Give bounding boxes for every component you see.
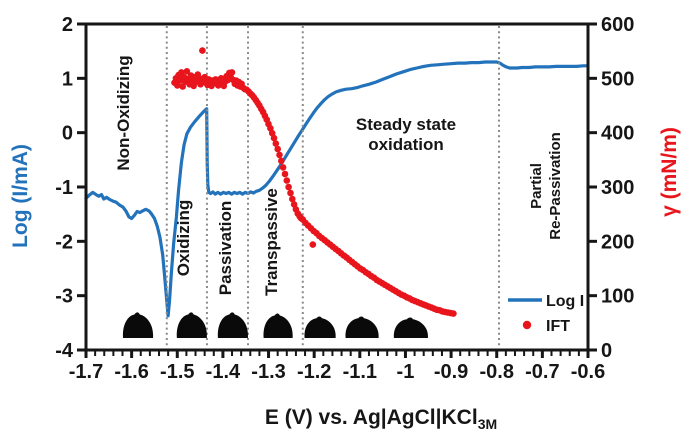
droplet-1 <box>122 312 154 338</box>
ift-dot <box>287 189 294 197</box>
region-label-steady-state: Steady state oxidation <box>356 115 456 154</box>
ift-dot <box>276 151 283 159</box>
x-tick-label: -1.2 <box>297 361 331 383</box>
x-tick-label: -1.3 <box>251 361 285 383</box>
legend-ift-dot-swatch <box>522 320 532 330</box>
left-tick-label: -1 <box>55 177 73 199</box>
ift-dot <box>279 164 287 171</box>
ift-dot <box>309 241 317 248</box>
ift-dot <box>289 195 296 203</box>
y-left-axis-title: Log (I/mA) <box>9 144 32 248</box>
region-label-transpassive: Transpassive <box>262 188 281 296</box>
left-tick-label: 2 <box>62 14 73 36</box>
droplet-5 <box>304 316 336 338</box>
droplet-2 <box>176 312 207 338</box>
ift-dot <box>278 157 285 165</box>
left-tick-label: -3 <box>55 286 73 308</box>
ift-dot <box>183 68 191 75</box>
ift-dot <box>281 170 289 178</box>
region-label-non-oxidizing: Non-Oxidizing <box>114 55 133 170</box>
legend: Log I IFT <box>508 293 584 335</box>
ift-dot <box>199 47 206 54</box>
x-axis-title: E (V) vs. Ag|AgCl|KCl3M <box>265 406 497 432</box>
ift-dot <box>270 134 278 142</box>
steady-state-line1: Steady state <box>356 115 456 134</box>
partial-line2: Re-Passivation <box>547 132 564 240</box>
right-tick-label: 0 <box>601 340 612 362</box>
region-boundary-lines <box>165 26 501 348</box>
ift-dot <box>194 71 202 78</box>
left-tick-label: -2 <box>55 231 73 253</box>
x-tick-label: -1.6 <box>114 361 148 383</box>
droplet-3 <box>217 312 249 338</box>
partial-line1: Partial <box>528 163 545 209</box>
ift-dot <box>285 183 292 191</box>
x-tick-label: -0.7 <box>525 361 559 383</box>
right-tick-label: 600 <box>601 14 634 36</box>
ift-dot <box>283 177 291 184</box>
log-i-curve <box>84 60 590 318</box>
droplet-4 <box>263 313 293 338</box>
ift-dot <box>179 83 186 90</box>
region-label-oxidizing: Oxidizing <box>174 200 193 277</box>
x-axis-title-main: E (V) vs. Ag|AgCl|KCl <box>265 406 478 429</box>
right-tick-label: 400 <box>601 123 634 145</box>
ift-dot <box>272 140 280 147</box>
log-i-line-layer <box>84 60 590 318</box>
right-tick-label: 100 <box>601 286 634 308</box>
x-axis-title-subscript: 3M <box>478 416 497 432</box>
left-tick-label: 0 <box>62 123 73 145</box>
droplet-silhouettes <box>122 312 429 338</box>
x-tick-label: -1.1 <box>343 361 377 383</box>
x-tick-label: -1.5 <box>160 361 194 383</box>
right-tick-label: 300 <box>601 177 634 199</box>
x-tick-label: -0.8 <box>479 361 513 383</box>
x-tick-label: -1.7 <box>69 361 103 383</box>
droplet-7 <box>393 317 429 338</box>
right-tick-label: 500 <box>601 68 634 90</box>
legend-log-i-label: Log I <box>546 293 584 310</box>
axes-frame-and-ticks: 2 1 0 -1 -2 -3 -4 600 500 400 300 200 100 0 -1.7 -1.6 -1… <box>55 14 634 383</box>
right-tick-label: 200 <box>601 231 634 253</box>
ift-dot <box>450 310 457 317</box>
x-tick-label: -0.9 <box>434 361 468 383</box>
legend-ift-label: IFT <box>546 318 570 335</box>
ift-dot <box>178 69 185 76</box>
x-tick-label: -0.6 <box>571 361 605 383</box>
droplet-6 <box>345 316 379 338</box>
region-label-partial-repassivation: Partial Re-Passivation <box>528 132 564 240</box>
left-tick-label: -4 <box>55 340 74 362</box>
ift-scatter-layer <box>171 47 457 317</box>
x-tick-label: -1.4 <box>206 361 241 383</box>
x-tick-label: -1 <box>397 361 415 383</box>
ift-dot <box>274 145 282 153</box>
y-right-axis-title: γ (mN/m) <box>658 127 681 217</box>
ift-dot <box>174 82 181 89</box>
left-tick-label: 1 <box>62 68 73 90</box>
steady-state-line2: oxidation <box>368 135 444 154</box>
region-label-passivation: Passivation <box>216 201 235 296</box>
ift-dot <box>228 69 236 76</box>
